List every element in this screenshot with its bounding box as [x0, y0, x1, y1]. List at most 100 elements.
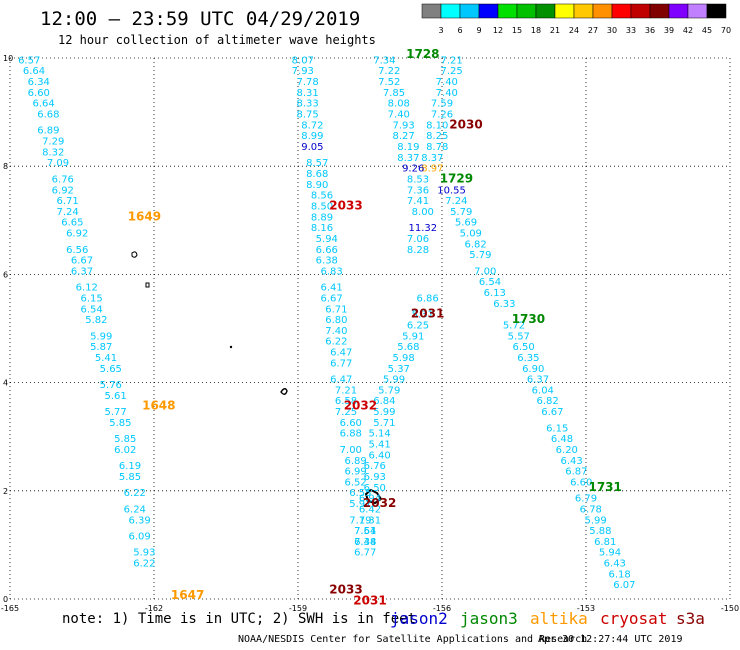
swh-data-point: 8.78	[426, 142, 448, 153]
colorbar-label: 18	[531, 26, 541, 35]
track-time-label: 1731	[588, 480, 621, 494]
track-time-label: 2030	[449, 117, 482, 131]
island-outline	[280, 388, 288, 395]
swh-data-point: 6.57	[18, 55, 40, 66]
colorbar-swatch	[706, 3, 727, 19]
swh-data-point: 6.99	[344, 467, 366, 478]
x-tick-label: -150	[721, 604, 739, 613]
y-tick-label: 0	[3, 595, 8, 604]
swh-data-point: 6.66	[316, 245, 338, 256]
swh-data-point: 7.36	[407, 185, 429, 196]
swh-data-point: 6.47	[330, 348, 352, 359]
swh-data-point: 7.93	[392, 120, 414, 131]
swh-data-point: 7.78	[296, 77, 318, 88]
generated-timestamp: Apr 30 12:27:44 UTC 2019	[538, 634, 683, 645]
swh-data-point: 7.54	[354, 526, 376, 537]
y-tick-label: 6	[3, 270, 8, 279]
colorbar-label: 30	[607, 26, 617, 35]
swh-data-point: 8.08	[388, 99, 410, 110]
swh-data-point: 6.47	[330, 375, 352, 386]
swh-data-point: 7.48	[354, 537, 376, 548]
swh-data-point: 5.85	[109, 418, 131, 429]
x-tick-label: -156	[433, 604, 451, 613]
swh-data-point: 6.38	[316, 256, 338, 267]
swh-data-point: 5.99	[373, 407, 395, 418]
x-tick-label: -162	[145, 604, 163, 613]
swh-data-point: 6.77	[354, 548, 376, 559]
colorbar-label: 33	[626, 26, 636, 35]
track-time-label: 2032	[363, 496, 396, 510]
swh-data-point: 6.12	[76, 283, 98, 294]
swh-data-point: 6.76	[52, 174, 74, 185]
island-outline	[229, 345, 233, 349]
swh-data-point: 6.82	[464, 239, 486, 250]
swh-data-point: 5.37	[388, 364, 410, 375]
footer-note: note: 1) Time is in UTC; 2) SWH is in fe…	[62, 611, 417, 627]
swh-data-point: 7.00	[474, 266, 496, 277]
x-tick-label: -159	[289, 604, 307, 613]
swh-data-point: 8.57	[306, 158, 328, 169]
swh-data-point: 7.26	[431, 110, 453, 121]
y-tick-label: 8	[3, 162, 8, 171]
swh-data-point: 6.35	[517, 353, 539, 364]
swh-data-point: 6.55	[349, 488, 371, 499]
swh-data-point: 6.34	[354, 537, 376, 548]
colorbar-label: 6	[457, 26, 462, 35]
swh-data-point: 6.92	[66, 229, 88, 240]
swh-data-point: 6.67	[541, 407, 563, 418]
swh-data-point: 6.84	[373, 396, 395, 407]
swh-data-point: 7.93	[292, 66, 314, 77]
swh-data-point: 5.87	[90, 342, 112, 353]
swh-data-point: 7.25	[440, 66, 462, 77]
swh-data-point: 6.33	[493, 299, 515, 310]
colorbar-label: 70	[721, 26, 731, 35]
swh-data-point: 6.54	[479, 277, 501, 288]
swh-data-point: 5.69	[455, 218, 477, 229]
swh-data-point: 5.98	[392, 353, 414, 364]
colorbar-label: 27	[588, 26, 598, 35]
swh-data-point: 6.22	[325, 337, 347, 348]
swh-data-point: 7.40	[436, 88, 458, 99]
y-tick-label: 4	[3, 379, 8, 388]
swh-data-point: 6.76	[364, 461, 386, 472]
swh-data-point: 6.67	[71, 256, 93, 267]
y-tick-label: 10	[3, 54, 13, 63]
swh-data-point: 5.57	[508, 331, 530, 342]
swh-data-point: 5.65	[100, 364, 122, 375]
swh-data-point: 5.14	[368, 429, 390, 440]
colorbar-label: 3	[438, 26, 443, 35]
y-tick-label: 2	[3, 487, 8, 496]
swh-data-point: 6.18	[608, 569, 630, 580]
swh-data-point: 6.78	[580, 504, 602, 515]
swh-data-point: 6.67	[320, 293, 342, 304]
swh-data-point: 5.99	[90, 331, 112, 342]
swh-data-point: 5.85	[114, 434, 136, 445]
swh-data-point: 7.24	[445, 196, 467, 207]
swh-data-point: 6.39	[128, 515, 150, 526]
swh-data-point: 7.31	[359, 515, 381, 526]
swh-data-point: 6.19	[119, 461, 141, 472]
swh-data-point: 6.50	[512, 342, 534, 353]
swh-data-point: 6.09	[128, 531, 150, 542]
swh-data-point: 5.93	[133, 548, 155, 559]
colorbar-label: 12	[493, 26, 503, 35]
swh-data-point: 5.99	[383, 375, 405, 386]
swh-data-point: 6.42	[359, 504, 381, 515]
swh-data-point: 6.22	[133, 559, 155, 570]
swh-data-point: 6.37	[527, 375, 549, 386]
swh-data-point: 8.89	[311, 212, 333, 223]
legend-altika: altika	[530, 609, 588, 628]
colorbar-label: 39	[664, 26, 674, 35]
swh-data-point: 8.72	[301, 120, 323, 131]
swh-data-point: 6.15	[80, 293, 102, 304]
swh-data-point: 6.93	[364, 472, 386, 483]
legend-jason3: jason3	[460, 609, 518, 628]
legend-cryosat: cryosat	[600, 609, 668, 628]
swh-data-point: 6.24	[124, 504, 146, 515]
swh-data-point: 6.90	[522, 364, 544, 375]
swh-data-point: 10.55	[437, 185, 466, 196]
swh-data-point: 5.09	[460, 229, 482, 240]
swh-data-point: 5.77	[104, 407, 126, 418]
swh-data-point: 9.26	[402, 164, 424, 175]
colorbar-label: 24	[569, 26, 579, 35]
